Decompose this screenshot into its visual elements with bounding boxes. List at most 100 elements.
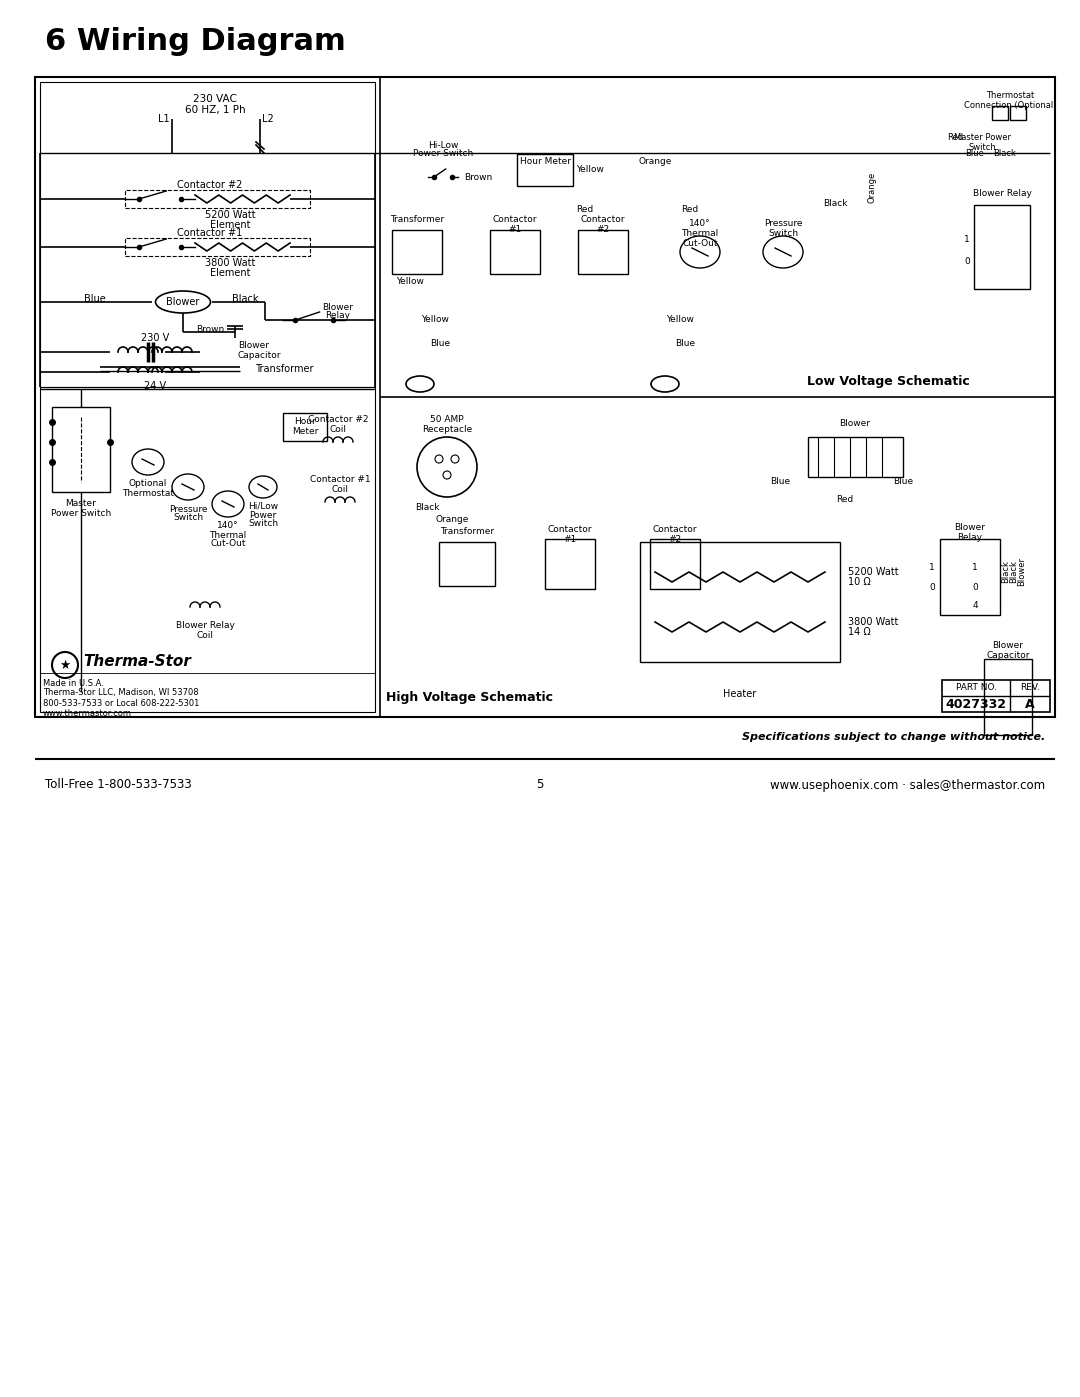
Text: Coil: Coil (197, 630, 214, 640)
Text: Contactor: Contactor (581, 215, 625, 225)
Text: PART NO.: PART NO. (956, 683, 997, 693)
Text: Blue: Blue (84, 293, 106, 305)
Text: Transformer: Transformer (390, 215, 444, 225)
Bar (283, 414, 327, 441)
Bar (392, 231, 442, 274)
Text: Thermostat: Thermostat (986, 91, 1035, 101)
Text: Blue: Blue (770, 478, 791, 486)
Text: Black: Black (1001, 560, 1011, 584)
Text: 24 V: 24 V (144, 381, 166, 391)
Text: Black: Black (994, 149, 1016, 158)
Text: 4: 4 (972, 601, 977, 609)
Text: Contactor #1: Contactor #1 (177, 228, 243, 237)
Text: Cut-Out: Cut-Out (683, 239, 718, 249)
Bar (808, 437, 903, 476)
Text: Transformer: Transformer (440, 528, 494, 536)
Text: 50 AMP: 50 AMP (430, 415, 463, 425)
Text: 6 Wiring Diagram: 6 Wiring Diagram (45, 28, 346, 56)
Text: Blower Relay: Blower Relay (176, 620, 234, 630)
Text: Red: Red (577, 205, 594, 215)
Text: REV.: REV. (1021, 683, 1040, 693)
Text: Blue: Blue (893, 478, 913, 486)
Text: Optional: Optional (129, 479, 167, 489)
Text: 230 V: 230 V (140, 332, 170, 344)
Text: Blower: Blower (993, 640, 1024, 650)
Text: 5200 Watt: 5200 Watt (205, 210, 255, 219)
Bar (650, 539, 700, 590)
Bar (517, 154, 573, 186)
Text: Contactor #1: Contactor #1 (310, 475, 370, 485)
Text: Switch: Switch (248, 520, 278, 528)
Text: Blower Relay: Blower Relay (973, 189, 1031, 197)
Text: A: A (1025, 698, 1035, 711)
Text: 230 VAC: 230 VAC (193, 94, 237, 103)
Bar (578, 231, 627, 274)
Text: Black: Black (1010, 560, 1018, 584)
Ellipse shape (172, 474, 204, 500)
Text: Power: Power (249, 510, 276, 520)
Text: L1: L1 (158, 115, 170, 124)
Bar (40, 82, 375, 387)
Text: Heater: Heater (724, 689, 757, 698)
Text: 3800 Watt: 3800 Watt (205, 258, 255, 268)
Text: 14 Ω: 14 Ω (848, 627, 870, 637)
Ellipse shape (249, 476, 276, 497)
Bar (545, 539, 595, 590)
Ellipse shape (680, 236, 720, 268)
Text: Thermal: Thermal (210, 531, 246, 539)
Text: #2: #2 (596, 225, 609, 235)
Text: Contactor #2: Contactor #2 (308, 415, 368, 425)
Bar (640, 542, 840, 662)
Text: 4027332: 4027332 (945, 698, 1007, 711)
Bar (993, 106, 1008, 120)
Text: Blower: Blower (955, 522, 986, 531)
Text: Element: Element (210, 268, 251, 278)
Text: Coil: Coil (329, 425, 347, 433)
Text: Relay: Relay (958, 532, 983, 542)
Text: Toll-Free 1-800-533-7533: Toll-Free 1-800-533-7533 (45, 778, 192, 792)
Text: Therma-Stor: Therma-Stor (83, 654, 191, 669)
Text: Black: Black (823, 200, 847, 208)
Text: 1: 1 (964, 235, 970, 243)
Text: www.usephoenix.com · sales@thermastor.com: www.usephoenix.com · sales@thermastor.co… (770, 778, 1045, 792)
Text: Contactor: Contactor (548, 524, 592, 534)
Text: Hour: Hour (294, 418, 315, 426)
Text: Power Switch: Power Switch (413, 149, 473, 158)
Circle shape (435, 455, 443, 462)
Text: Connection (Optional): Connection (Optional) (963, 101, 1056, 109)
Text: Relay: Relay (325, 312, 351, 320)
Bar (52, 407, 110, 492)
Text: Black: Black (232, 293, 258, 305)
Text: Thermal: Thermal (681, 229, 718, 239)
Text: Hi/Low: Hi/Low (248, 502, 278, 510)
Text: Yellow: Yellow (396, 278, 424, 286)
Text: Switch: Switch (968, 142, 996, 151)
Text: Black: Black (415, 503, 440, 511)
Bar (125, 237, 310, 256)
Text: Low Voltage Schematic: Low Voltage Schematic (807, 374, 970, 387)
Circle shape (451, 455, 459, 462)
Text: Switch: Switch (768, 229, 798, 239)
Circle shape (443, 471, 451, 479)
Text: #1: #1 (564, 535, 577, 543)
Bar (490, 231, 540, 274)
Text: Orange: Orange (435, 515, 469, 524)
Text: Red: Red (681, 205, 699, 215)
Text: Blower: Blower (166, 298, 200, 307)
Bar (438, 542, 495, 585)
Text: Red: Red (947, 133, 963, 141)
Text: Blue: Blue (675, 339, 696, 348)
Text: Specifications subject to change without notice.: Specifications subject to change without… (742, 732, 1045, 742)
Ellipse shape (651, 376, 679, 393)
Text: Meter: Meter (292, 427, 319, 436)
Text: 140°: 140° (217, 521, 239, 531)
Text: Contactor #2: Contactor #2 (177, 180, 243, 190)
Text: Hour Meter: Hour Meter (519, 158, 570, 166)
Text: Brown: Brown (195, 324, 225, 334)
Bar (35, 77, 1055, 717)
Text: www.thermastor.com: www.thermastor.com (43, 708, 132, 718)
Text: 0: 0 (929, 583, 935, 591)
Text: Receptacle: Receptacle (422, 426, 472, 434)
Text: High Voltage Schematic: High Voltage Schematic (387, 692, 554, 704)
Text: Orange: Orange (867, 172, 877, 203)
